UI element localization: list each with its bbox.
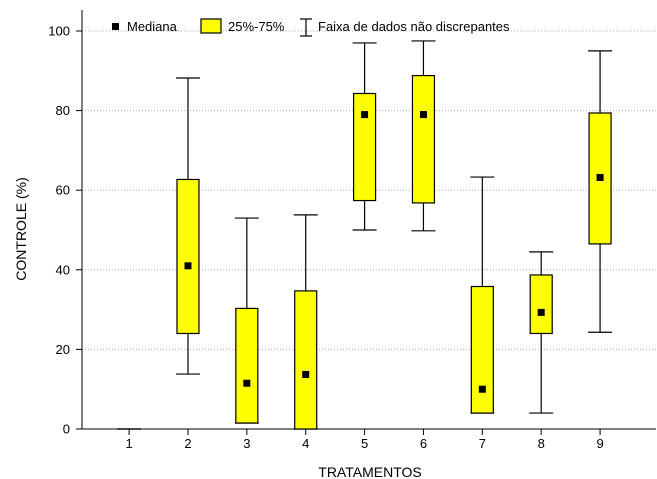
median-marker bbox=[478, 385, 486, 393]
box-5 bbox=[352, 42, 377, 231]
median-marker bbox=[537, 308, 545, 316]
box-iqr bbox=[294, 290, 318, 430]
x-tick-label: 7 bbox=[479, 436, 486, 451]
box-iqr bbox=[411, 74, 436, 204]
box-9 bbox=[588, 50, 613, 333]
box-3 bbox=[234, 217, 259, 424]
x-tick-label: 6 bbox=[420, 436, 427, 451]
median-marker bbox=[361, 111, 369, 119]
x-tick-label: 2 bbox=[184, 436, 191, 451]
y-tick-label: 20 bbox=[56, 342, 70, 357]
axes bbox=[76, 10, 656, 435]
y-tick-label: 0 bbox=[63, 422, 70, 437]
y-tick-label: 40 bbox=[56, 262, 70, 277]
y-tick-label: 100 bbox=[48, 24, 70, 39]
y-axis-label: CONTROLE (%) bbox=[13, 177, 29, 280]
box-iqr bbox=[470, 285, 494, 414]
legend-whisker-label: Faixa de dados não discrepantes bbox=[318, 19, 510, 34]
y-tick-label: 60 bbox=[56, 183, 70, 198]
legend-box-label: 25%-75% bbox=[228, 19, 285, 34]
median-marker bbox=[184, 262, 192, 270]
legend-median-marker bbox=[112, 23, 119, 30]
legend-median-label: Mediana bbox=[127, 19, 178, 34]
boxes bbox=[117, 40, 613, 430]
median-marker bbox=[243, 379, 251, 387]
x-tick-label: 4 bbox=[302, 436, 309, 451]
box-4 bbox=[293, 214, 318, 430]
x-axis-label: TRATAMENTOS bbox=[318, 464, 421, 479]
legend: Mediana 25%-75% Faixa de dados não discr… bbox=[112, 18, 510, 37]
legend-box-swatch bbox=[200, 18, 222, 34]
box-iqr bbox=[352, 92, 377, 202]
box-iqr bbox=[176, 178, 200, 335]
box-iqr bbox=[235, 307, 259, 424]
box-8 bbox=[529, 251, 554, 414]
box-2 bbox=[175, 77, 200, 375]
tick-labels: 0 20 40 60 80 100 1 2 3 4 5 6 7 8 9 bbox=[48, 24, 603, 452]
box-iqr bbox=[529, 274, 553, 335]
x-tick-label: 8 bbox=[538, 436, 545, 451]
median-marker bbox=[596, 173, 604, 181]
legend-whisker-symbol bbox=[300, 18, 312, 37]
x-tick-label: 3 bbox=[243, 436, 250, 451]
x-tick-label: 9 bbox=[596, 436, 603, 451]
y-tick-label: 80 bbox=[56, 103, 70, 118]
median-marker bbox=[302, 370, 310, 378]
x-tick-label: 5 bbox=[361, 436, 368, 451]
box-7 bbox=[470, 176, 495, 414]
x-tick-label: 1 bbox=[125, 436, 132, 451]
box-6 bbox=[411, 40, 436, 232]
median-marker bbox=[419, 111, 427, 119]
